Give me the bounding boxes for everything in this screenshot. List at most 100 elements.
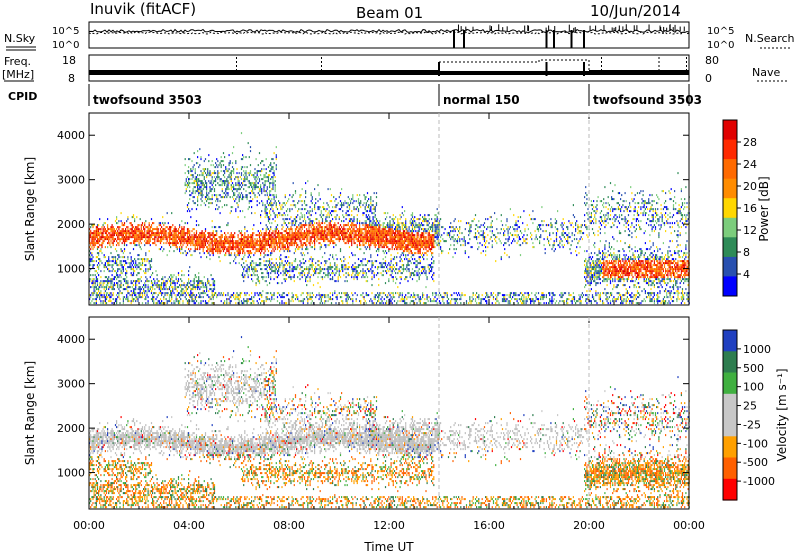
power-cell bbox=[369, 236, 371, 239]
power-cell bbox=[359, 222, 361, 225]
power-cell bbox=[174, 232, 176, 235]
power-cell bbox=[197, 156, 199, 159]
power-cell bbox=[130, 222, 132, 225]
power-cell bbox=[270, 268, 272, 271]
power-cell bbox=[89, 260, 91, 263]
power-cell bbox=[305, 242, 307, 245]
power-cell bbox=[327, 240, 329, 243]
power-cell bbox=[336, 270, 338, 273]
power-cell bbox=[146, 230, 148, 233]
power-cell bbox=[144, 258, 146, 261]
power-cell bbox=[370, 220, 372, 223]
power-cell bbox=[263, 164, 265, 167]
power-cell bbox=[345, 266, 347, 269]
nave-line bbox=[438, 59, 590, 70]
power-cell bbox=[258, 194, 261, 197]
power-cell bbox=[197, 284, 199, 287]
power-cell bbox=[336, 264, 338, 267]
power-cell bbox=[335, 204, 337, 207]
power-cell bbox=[116, 244, 118, 247]
power-cell bbox=[283, 236, 285, 239]
power-cell bbox=[148, 236, 150, 239]
power-cell bbox=[202, 182, 204, 185]
power-cell bbox=[112, 258, 114, 261]
power-cell bbox=[246, 240, 248, 243]
power-cell bbox=[274, 200, 276, 203]
power-cell bbox=[194, 298, 196, 301]
power-cell bbox=[89, 228, 91, 231]
power-cell bbox=[123, 232, 126, 235]
power-cell bbox=[338, 226, 340, 229]
power-cell bbox=[129, 264, 131, 267]
power-cell bbox=[186, 240, 189, 243]
power-cell bbox=[103, 294, 105, 297]
power-cell bbox=[105, 260, 108, 263]
power-cell bbox=[368, 270, 370, 273]
power-cell bbox=[248, 250, 250, 253]
power-cell bbox=[240, 264, 243, 267]
power-cell bbox=[265, 238, 267, 241]
power-cell bbox=[229, 254, 231, 257]
power-cell bbox=[238, 262, 240, 265]
power-cell bbox=[204, 286, 207, 289]
power-cell bbox=[312, 236, 315, 239]
power-cell bbox=[284, 280, 286, 283]
power-cell bbox=[287, 264, 289, 267]
power-cell bbox=[201, 244, 203, 247]
power-cell bbox=[282, 268, 284, 271]
power-cell bbox=[177, 236, 180, 239]
power-cell bbox=[324, 244, 326, 247]
power-cell bbox=[206, 188, 208, 191]
power-cell bbox=[96, 266, 99, 269]
power-cell bbox=[267, 166, 270, 169]
power-cell bbox=[141, 292, 144, 295]
power-cell bbox=[240, 178, 243, 181]
power-cell bbox=[211, 278, 213, 281]
power-cell bbox=[369, 248, 371, 251]
power-cell bbox=[260, 214, 262, 217]
power-cell bbox=[365, 204, 367, 207]
power-cell bbox=[270, 236, 272, 239]
power-cell bbox=[215, 244, 217, 247]
power-cell bbox=[186, 186, 189, 189]
power-cell bbox=[320, 276, 322, 279]
power-cell bbox=[199, 296, 201, 299]
power-cell bbox=[255, 264, 257, 267]
power-cell bbox=[132, 262, 135, 265]
power-cell bbox=[152, 288, 154, 291]
power-cell bbox=[291, 208, 293, 211]
power-cell bbox=[213, 292, 216, 295]
power-cell bbox=[245, 242, 247, 245]
power-cell bbox=[296, 268, 298, 271]
power-cell bbox=[283, 250, 285, 253]
power-cell bbox=[363, 228, 365, 231]
power-cell bbox=[299, 226, 301, 229]
power-cell bbox=[116, 300, 118, 303]
power-cell bbox=[351, 230, 353, 233]
power-cell bbox=[266, 180, 268, 183]
power-cell bbox=[355, 230, 357, 233]
power-cell bbox=[210, 182, 212, 185]
power-cell bbox=[342, 234, 344, 237]
power-cell bbox=[264, 174, 266, 177]
power-cell bbox=[253, 248, 255, 251]
power-cell bbox=[270, 272, 272, 275]
power-cell bbox=[206, 186, 208, 189]
power-cell bbox=[109, 300, 111, 303]
power-cell bbox=[355, 200, 357, 203]
power-cell bbox=[185, 240, 187, 243]
power-cell bbox=[226, 236, 228, 239]
power-cell bbox=[338, 274, 340, 277]
power-cell bbox=[355, 268, 357, 271]
power-cell bbox=[91, 260, 93, 263]
power-cell bbox=[163, 280, 165, 283]
power-cell bbox=[335, 230, 337, 233]
power-cell bbox=[197, 238, 199, 241]
power-cell bbox=[197, 190, 199, 193]
power-cell bbox=[168, 230, 171, 233]
power-cell bbox=[111, 294, 113, 297]
power-cell bbox=[92, 266, 94, 269]
power-cell bbox=[118, 292, 120, 295]
power-cell bbox=[299, 238, 301, 241]
power-cell bbox=[324, 264, 326, 267]
